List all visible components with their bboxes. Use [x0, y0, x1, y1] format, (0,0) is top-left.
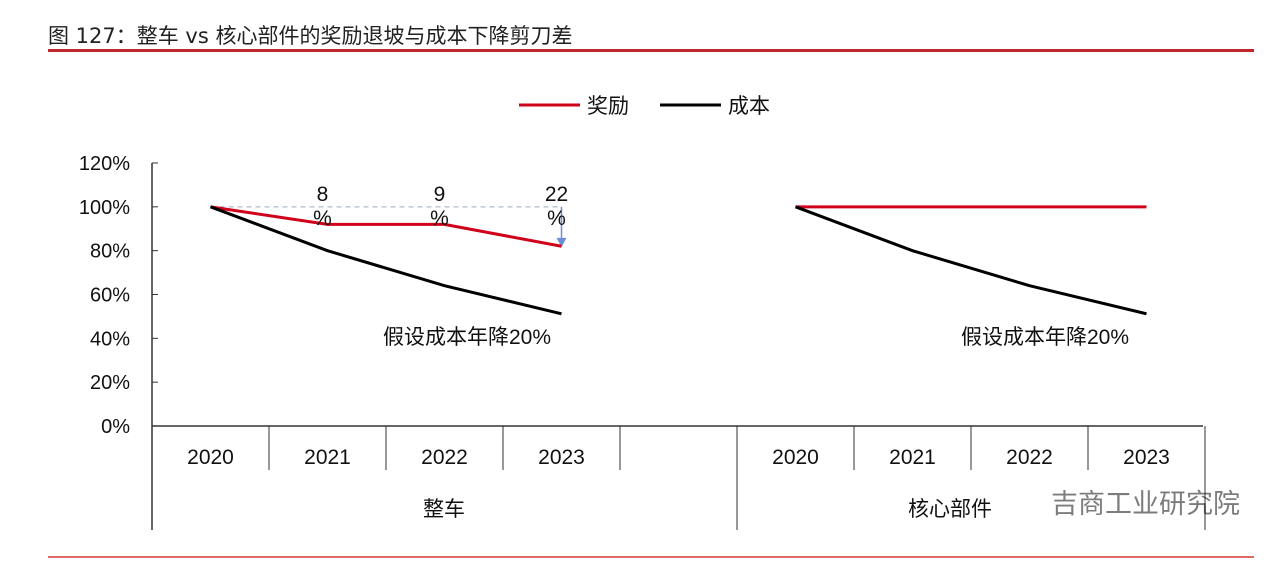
y-tick-label: 60% [90, 285, 130, 307]
drop-arrowhead [556, 237, 567, 248]
legend-label-reward: 奖励 [587, 95, 629, 118]
y-tick-label: 80% [90, 241, 130, 263]
series-line-cost [794, 205, 1147, 316]
drop-label: 22% [545, 183, 568, 230]
y-tick-label: 0% [101, 416, 130, 438]
title-divider [48, 49, 1254, 52]
group-label: 核心部件 [908, 498, 992, 521]
drop-label: 8% [313, 183, 332, 230]
drop-label: 9% [430, 183, 449, 230]
x-tick-label: 2021 [304, 446, 351, 469]
x-tick-label: 2020 [187, 446, 234, 469]
figure-title: 图 127：整车 vs 核心部件的奖励退坡与成本下降剪刀差 [48, 24, 573, 48]
x-tick-label: 2022 [1006, 446, 1053, 469]
annotation-text: 假设成本年降20% [961, 326, 1129, 349]
group-label: 整车 [423, 498, 465, 521]
y-tick-label: 20% [90, 372, 130, 394]
y-tick-label: 120% [79, 153, 130, 175]
legend: 奖励 成本 [519, 95, 770, 118]
bottom-divider [48, 556, 1254, 558]
series-line-cost [209, 205, 562, 316]
x-tick-label: 2023 [538, 446, 585, 469]
series-line-reward [210, 205, 562, 248]
legend-label-cost: 成本 [728, 95, 770, 118]
x-tick-label: 2021 [889, 446, 936, 469]
x-tick-label: 2023 [1123, 446, 1170, 469]
annotation-text: 假设成本年降20% [383, 326, 551, 349]
x-tick-label: 2020 [772, 446, 819, 469]
y-tick-label: 100% [79, 197, 130, 219]
watermark: 吉商工业研究院 [1051, 489, 1240, 519]
x-tick-label: 2022 [421, 446, 468, 469]
y-tick-label: 40% [90, 328, 130, 350]
